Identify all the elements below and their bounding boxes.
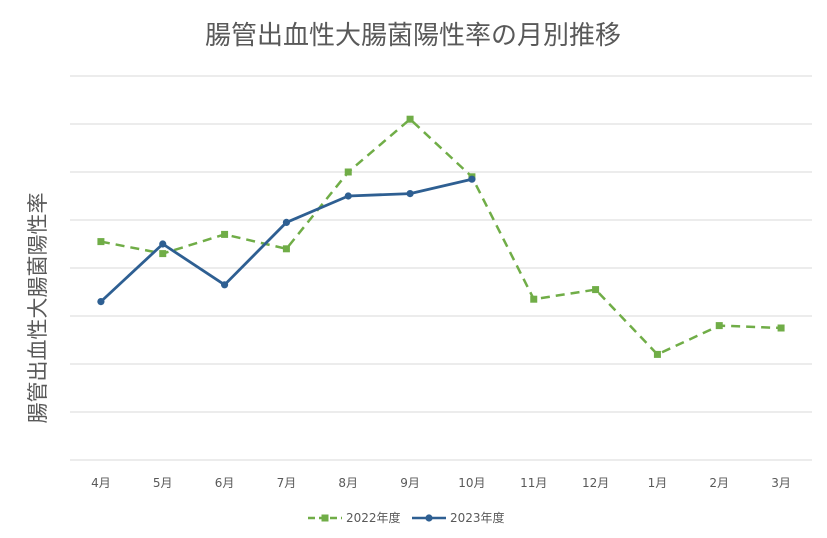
x-axis-ticks: 4月 5月 6月 7月 8月 9月 10月 11月 12月 1月 2月 3月 (91, 476, 791, 490)
data-point (592, 286, 600, 294)
data-point (777, 324, 785, 332)
data-point (715, 322, 723, 330)
x-tick-label: 3月 (771, 476, 791, 490)
data-point (406, 190, 414, 198)
data-point (159, 240, 167, 248)
x-tick-label: 10月 (458, 476, 485, 490)
data-point (406, 115, 414, 123)
legend-label: 2022年度 (346, 510, 401, 525)
data-point (221, 230, 229, 238)
legend-item: 2023年度 (412, 510, 505, 525)
series-layer (97, 115, 785, 358)
data-point (344, 168, 352, 176)
data-point (530, 295, 538, 303)
legend-marker (321, 514, 329, 522)
legend-marker (425, 514, 433, 522)
x-tick-label: 6月 (215, 476, 235, 490)
legend-label: 2023年度 (450, 510, 505, 525)
x-tick-label: 8月 (338, 476, 358, 490)
data-point (344, 192, 352, 200)
x-tick-label: 9月 (400, 476, 420, 490)
chart-title: 腸管出血性大腸菌陽性率の月別推移 (205, 21, 621, 51)
series-1 (97, 115, 785, 358)
x-tick-label: 7月 (277, 476, 297, 490)
series-2 (97, 175, 476, 306)
data-point (159, 250, 167, 258)
x-tick-label: 2月 (709, 476, 729, 490)
gridlines (70, 75, 812, 461)
x-tick-label: 1月 (648, 476, 668, 490)
data-point (282, 218, 291, 226)
data-point (97, 238, 105, 246)
data-point (468, 175, 476, 183)
legend: 2022年度 2023年度 (308, 510, 505, 525)
x-tick-label: 4月 (91, 476, 111, 490)
x-tick-label: 11月 (520, 476, 547, 490)
x-tick-label: 12月 (582, 476, 609, 490)
y-axis-label: 腸管出血性大腸菌陽性率 (26, 193, 50, 424)
x-tick-label: 5月 (153, 476, 173, 490)
legend-item: 2022年度 (308, 510, 401, 525)
data-point (653, 350, 661, 358)
data-point (97, 298, 105, 306)
data-point (282, 245, 290, 253)
series-line (100, 117, 782, 356)
data-point (220, 281, 229, 289)
